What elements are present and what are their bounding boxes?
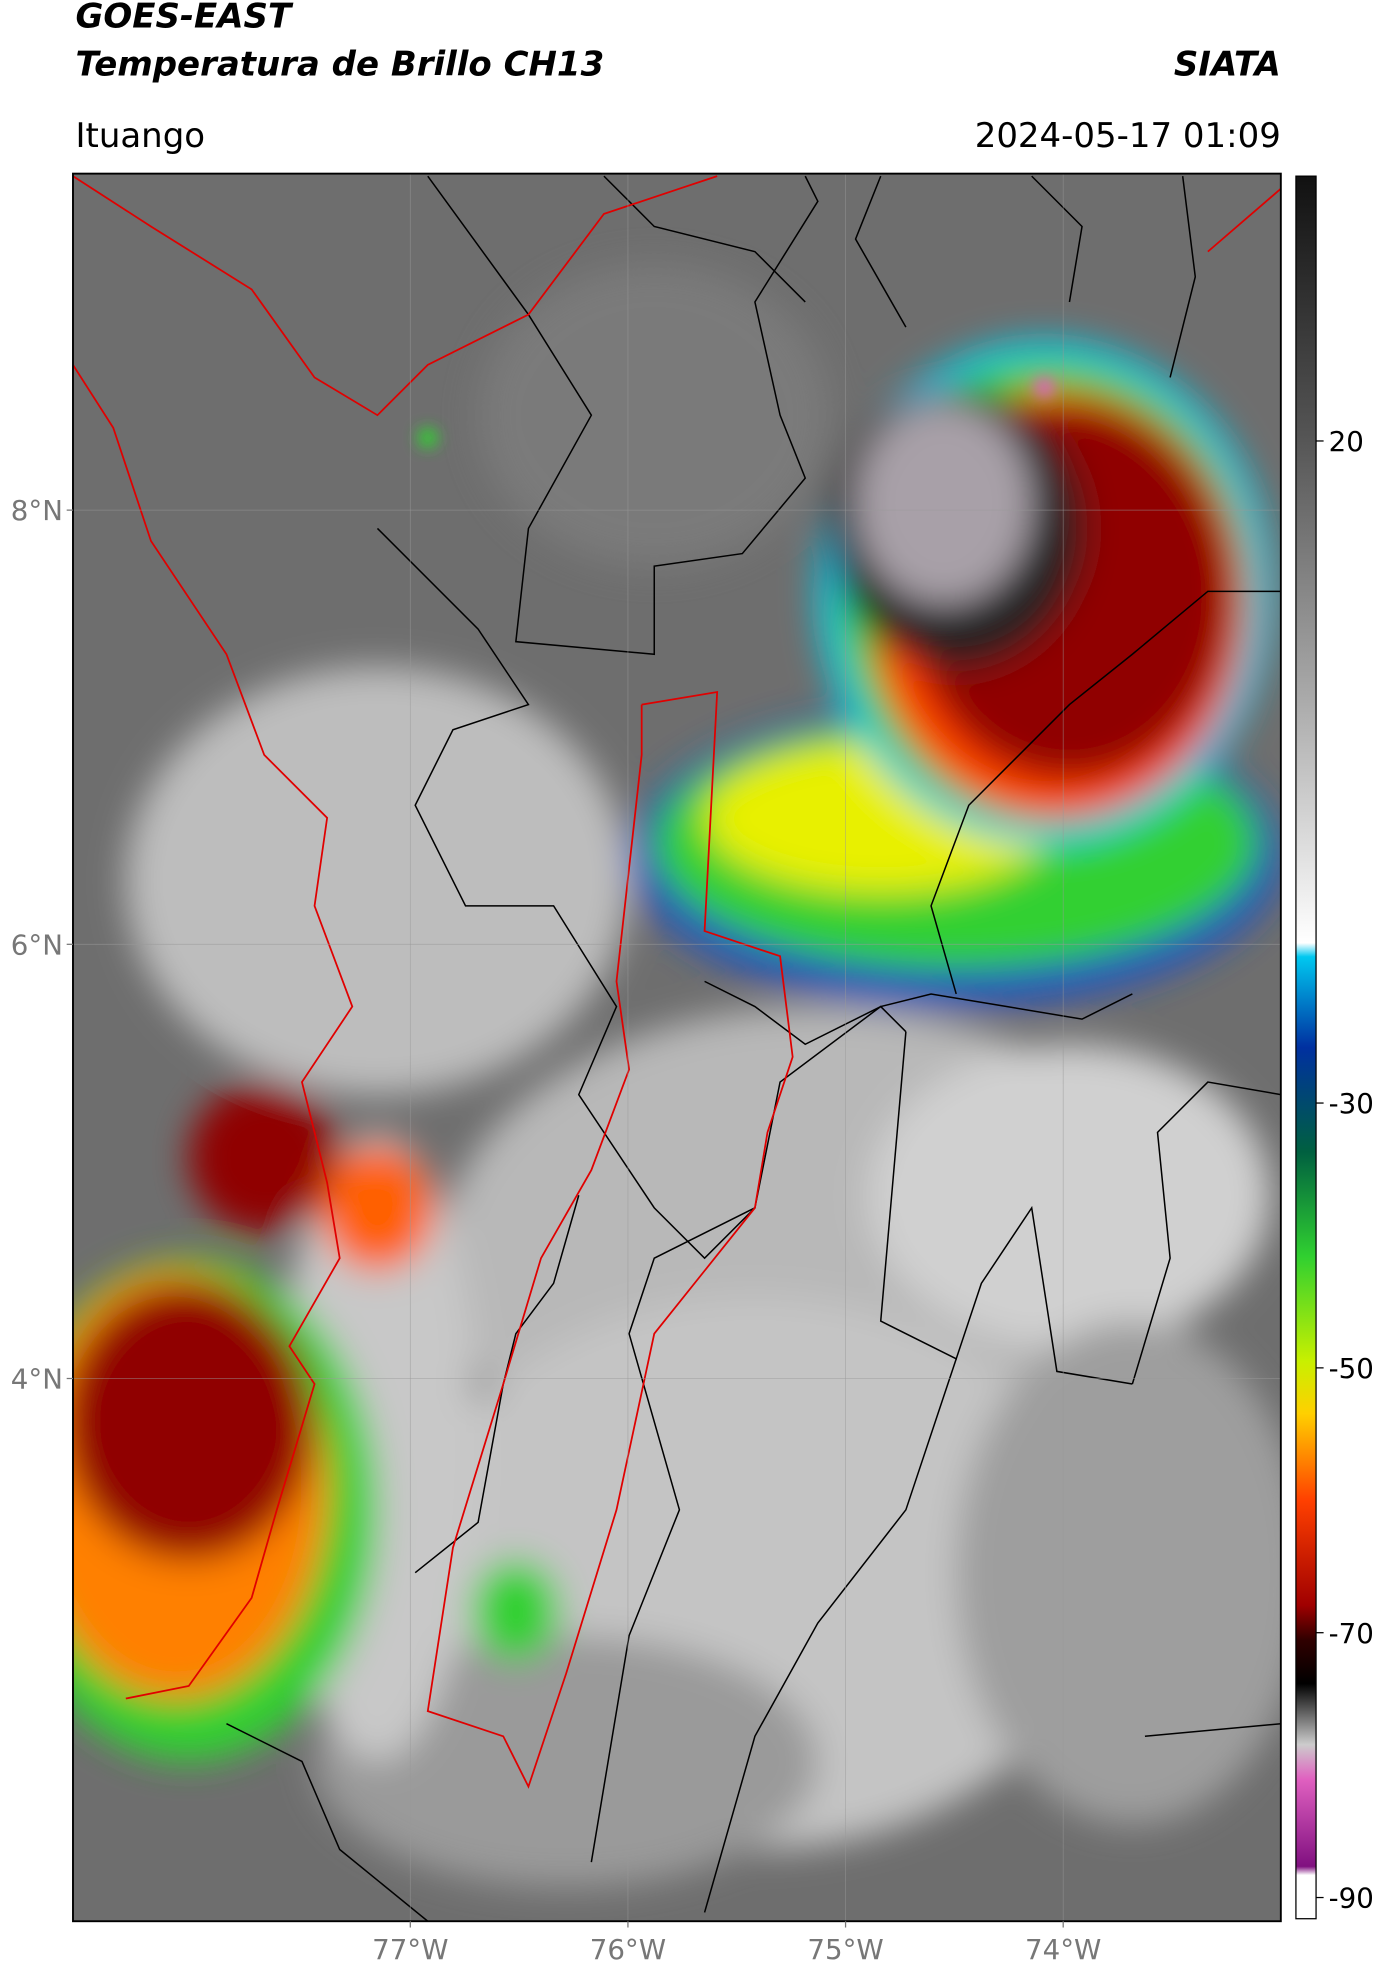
x-tick-label: 74°W — [1025, 1933, 1101, 1966]
colorbar-tick-label: -50 — [1329, 1352, 1374, 1385]
colorbar-tick-label: 20 — [1329, 425, 1364, 458]
satellite-image — [72, 173, 1281, 1922]
colorbar-tick-label: -30 — [1329, 1087, 1374, 1120]
grid — [72, 173, 1281, 1922]
map-frame — [72, 172, 1282, 1923]
y-tick-label: 4°N — [11, 1363, 63, 1396]
colorbar-tick-label: -70 — [1329, 1617, 1374, 1650]
x-tick-label: 76°W — [590, 1933, 666, 1966]
colorbar — [1295, 175, 1317, 1920]
x-tick-label: 75°W — [807, 1933, 883, 1966]
x-tick-label: 77°W — [372, 1933, 448, 1966]
datetime: 2024-05-17 01:09 — [975, 116, 1281, 156]
source: SIATA — [1174, 44, 1281, 84]
y-tick-label: 6°N — [11, 928, 63, 961]
location: Ituango — [75, 116, 205, 156]
subtitle: Temperatura de Brillo CH13 — [75, 44, 604, 84]
title: GOES-EAST — [75, 0, 293, 37]
y-tick-label: 8°N — [11, 494, 63, 527]
colorbar-tick-label: -90 — [1329, 1882, 1374, 1915]
